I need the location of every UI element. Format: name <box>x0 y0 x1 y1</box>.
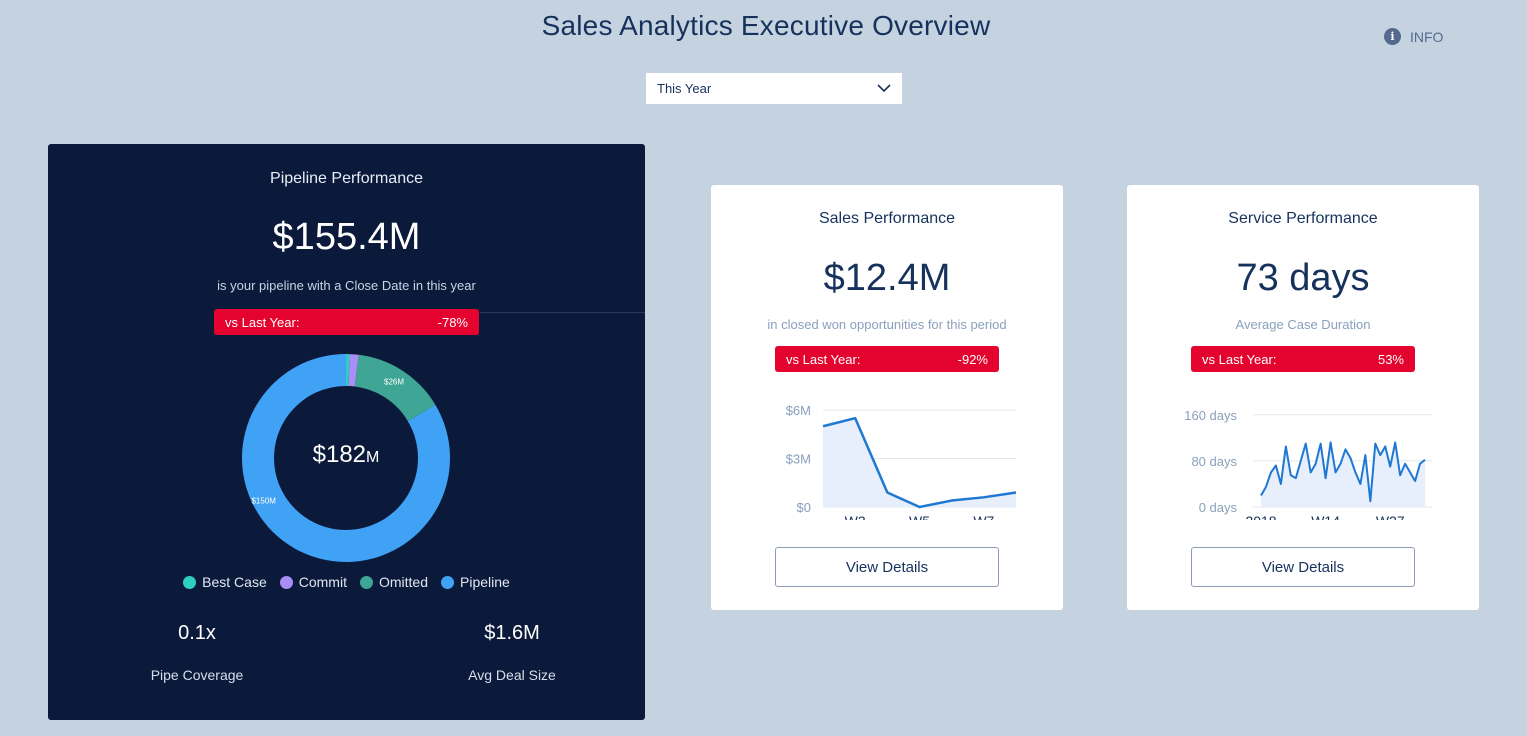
service-subtitle: Average Case Duration <box>1235 317 1371 332</box>
service-trend-chart: 0 days 80 days 160 days 2018 W14 W27 <box>1184 408 1432 520</box>
service-comparison-badge: vs Last Year: 53% <box>1191 346 1415 372</box>
donut-total: $182M <box>241 441 451 469</box>
pipeline-subtitle: is your pipeline with a Close Date in th… <box>217 278 476 293</box>
x-tick-label: W14 <box>1311 513 1340 520</box>
service-card-title: Service Performance <box>1228 210 1378 227</box>
legend-label: Best Case <box>202 574 267 590</box>
x-tick-label: W27 <box>1376 513 1405 520</box>
x-tick-label: W5 <box>909 513 930 520</box>
donut-slice-best-case[interactable] <box>346 354 350 387</box>
badge-label: vs Last Year: <box>1202 351 1277 367</box>
sales-view-details-button[interactable]: View Details <box>775 547 999 587</box>
sales-performance-card: Sales Performance $12.4M in closed won o… <box>711 185 1063 610</box>
pipeline-amount: $155.4M <box>272 216 421 258</box>
chevron-down-icon <box>877 84 891 93</box>
avg-deal-size-stat: $1.6M Avg Deal Size <box>412 622 612 683</box>
period-select-value: This Year <box>657 81 712 96</box>
donut-legend: Best Case Commit Omitted Pipeline <box>48 574 645 590</box>
legend-swatch <box>183 575 197 589</box>
donut-slice-pipeline[interactable] <box>242 354 450 562</box>
legend-item-omitted[interactable]: Omitted <box>359 574 428 590</box>
service-line <box>1260 441 1426 503</box>
info-icon: i <box>1384 28 1401 45</box>
service-performance-card: Service Performance 73 days Average Case… <box>1127 185 1479 610</box>
legend-item-commit[interactable]: Commit <box>279 574 347 590</box>
legend-label: Commit <box>298 574 347 590</box>
sales-area-fill <box>823 418 1016 507</box>
sales-trend-chart: $0 $3M $6M W3 W5 W7 <box>786 403 1017 520</box>
legend-swatch <box>279 575 293 589</box>
donut-svg: $26M $150M <box>242 354 450 562</box>
legend-item-best-case[interactable]: Best Case <box>183 574 267 590</box>
badge-label: vs Last Year: <box>786 351 861 367</box>
stat-value: 0.1x <box>178 622 216 644</box>
y-tick-label: 160 days <box>1184 408 1237 423</box>
stat-label: Pipe Coverage <box>150 667 244 683</box>
sales-subtitle: in closed won opportunities for this per… <box>767 317 1007 332</box>
donut-total-unit: M <box>366 449 380 466</box>
service-amount: 73 days <box>1236 257 1370 299</box>
donut-data-label: $150M <box>251 496 276 505</box>
badge-value: -78% <box>437 314 468 330</box>
y-tick-label: 80 days <box>1191 454 1237 469</box>
pipeline-card-title: Pipeline Performance <box>270 170 423 187</box>
info-button[interactable]: i INFO <box>1384 28 1443 45</box>
badge-label: vs Last Year: <box>225 314 300 330</box>
legend-swatch <box>441 575 454 589</box>
period-select[interactable]: This Year <box>646 73 902 104</box>
legend-label: Pipeline <box>460 574 510 590</box>
donut-slice-commit[interactable] <box>348 354 359 387</box>
y-tick-label: $0 <box>797 500 811 515</box>
donut-data-label: $26M <box>384 377 404 386</box>
pipeline-donut-chart: $26M $150M $182M <box>241 353 451 563</box>
sales-amount: $12.4M <box>823 257 951 299</box>
sales-card-title: Sales Performance <box>818 210 956 227</box>
x-tick-label: W7 <box>973 513 994 520</box>
page-title: Sales Analytics Executive Overview <box>541 10 991 41</box>
y-tick-label: 0 days <box>1199 500 1238 515</box>
donut-total-value: $182 <box>312 441 367 468</box>
y-tick-label: $3M <box>786 452 811 467</box>
badge-value: -92% <box>957 351 988 367</box>
x-tick-label: W3 <box>845 513 866 520</box>
donut-slice-omitted[interactable] <box>354 354 436 422</box>
legend-item-pipeline[interactable]: Pipeline <box>441 574 510 590</box>
sales-comparison-badge: vs Last Year: -92% <box>775 346 999 372</box>
legend-label: Omitted <box>378 574 428 590</box>
pipeline-comparison-badge: vs Last Year: -78% <box>214 309 479 335</box>
y-tick-label: $6M <box>786 403 811 418</box>
divider <box>480 312 645 313</box>
service-view-details-button[interactable]: View Details <box>1191 547 1415 587</box>
sales-line <box>822 416 1017 509</box>
pipe-coverage-stat: 0.1x Pipe Coverage <box>97 622 297 683</box>
stat-label: Avg Deal Size <box>468 667 556 683</box>
pipeline-performance-card: Pipeline Performance $155.4M is your pip… <box>48 144 645 720</box>
legend-swatch <box>359 575 373 589</box>
stat-value: $1.6M <box>484 622 540 644</box>
badge-value: 53% <box>1377 351 1404 367</box>
x-tick-label: 2018 <box>1245 513 1276 520</box>
info-label: INFO <box>1410 28 1444 45</box>
